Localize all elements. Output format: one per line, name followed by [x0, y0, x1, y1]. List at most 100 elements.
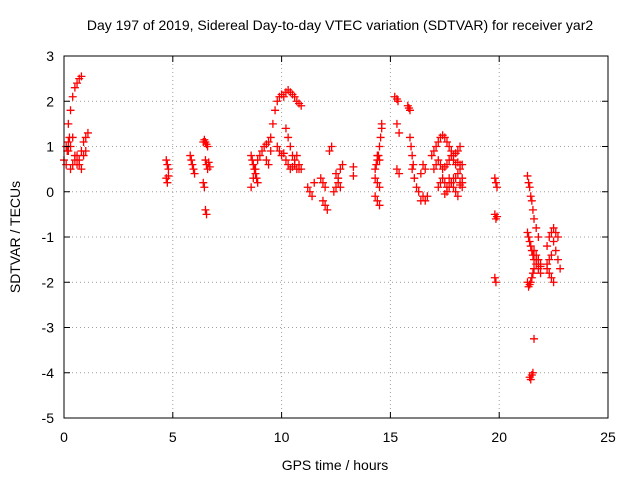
- data-point: [440, 133, 449, 142]
- data-point: [253, 178, 262, 187]
- data-point: [286, 142, 295, 151]
- data-point: [288, 151, 297, 160]
- data-point: [421, 196, 430, 205]
- data-point: [453, 169, 462, 178]
- data-point: [534, 233, 543, 241]
- data-point: [456, 160, 465, 169]
- y-tick-label: 1: [46, 139, 54, 155]
- data-point: [75, 160, 84, 169]
- data-point: [449, 174, 458, 183]
- data-point: [419, 160, 428, 169]
- data-points: [60, 72, 565, 384]
- data-point: [199, 178, 208, 187]
- data-point: [308, 192, 317, 201]
- data-point: [255, 151, 264, 160]
- data-point: [377, 119, 386, 128]
- data-point: [81, 133, 90, 142]
- data-point: [305, 187, 314, 196]
- data-point: [405, 133, 414, 142]
- data-point: [310, 178, 319, 187]
- data-point: [536, 269, 545, 278]
- data-point: [526, 242, 535, 251]
- data-point: [247, 151, 256, 160]
- data-point: [264, 137, 273, 146]
- data-point: [281, 156, 290, 165]
- data-point: [528, 269, 537, 278]
- data-point: [349, 171, 358, 180]
- data-point: [266, 147, 275, 156]
- x-tick-label: 25: [600, 429, 616, 445]
- data-point: [325, 147, 334, 156]
- data-point: [264, 160, 273, 169]
- data-point: [395, 128, 404, 137]
- data-point: [410, 174, 419, 183]
- data-point: [493, 183, 502, 192]
- data-point: [258, 147, 267, 156]
- data-point: [162, 156, 171, 165]
- data-point: [79, 151, 88, 160]
- data-point: [453, 192, 462, 201]
- data-point: [66, 106, 75, 115]
- y-tick-label: -2: [42, 274, 55, 290]
- data-point: [373, 196, 382, 205]
- x-tick-label: 15: [383, 429, 399, 445]
- data-point: [442, 137, 451, 146]
- data-point: [323, 205, 332, 214]
- data-point: [527, 196, 536, 205]
- data-point: [449, 156, 458, 165]
- data-point: [268, 119, 277, 128]
- data-point: [394, 97, 403, 106]
- data-point: [551, 246, 560, 255]
- data-point: [414, 187, 423, 196]
- data-point: [429, 165, 438, 174]
- data-point: [447, 151, 456, 160]
- data-point: [409, 160, 418, 169]
- data-point: [442, 160, 451, 169]
- data-point: [68, 92, 77, 101]
- data-point: [202, 210, 211, 219]
- data-point: [253, 156, 262, 165]
- data-point: [524, 178, 533, 187]
- data-point: [434, 156, 443, 165]
- data-point: [295, 165, 304, 174]
- x-tick-label: 10: [274, 429, 290, 445]
- data-point: [201, 205, 210, 214]
- y-tick-label: -3: [42, 320, 55, 336]
- data-point: [65, 133, 74, 142]
- data-point: [249, 174, 258, 183]
- data-point: [545, 269, 554, 278]
- data-point: [491, 178, 500, 187]
- data-point: [189, 165, 198, 174]
- data-point: [187, 156, 196, 165]
- data-point: [336, 183, 345, 192]
- data-point: [64, 137, 73, 146]
- data-point: [553, 233, 562, 241]
- data-point: [392, 165, 401, 174]
- data-point: [273, 142, 282, 151]
- data-point: [266, 133, 275, 142]
- x-tick-label: 5: [169, 429, 177, 445]
- data-point: [281, 124, 290, 133]
- data-point: [412, 183, 421, 192]
- data-point: [284, 133, 293, 142]
- data-point: [204, 158, 213, 167]
- data-point: [523, 171, 532, 180]
- data-point: [375, 142, 384, 151]
- data-point: [77, 165, 86, 174]
- data-point: [549, 278, 558, 287]
- data-point: [73, 79, 82, 88]
- data-point: [445, 183, 454, 192]
- data-point: [532, 251, 541, 260]
- data-point: [556, 264, 565, 273]
- data-point: [349, 162, 358, 171]
- data-point: [432, 142, 441, 151]
- data-point: [434, 137, 443, 146]
- data-point: [553, 255, 562, 264]
- data-point: [549, 223, 558, 232]
- data-point: [549, 237, 558, 246]
- data-point: [530, 334, 539, 343]
- data-point: [303, 183, 312, 192]
- data-point: [321, 183, 330, 192]
- data-point: [371, 165, 380, 174]
- data-point: [528, 205, 537, 214]
